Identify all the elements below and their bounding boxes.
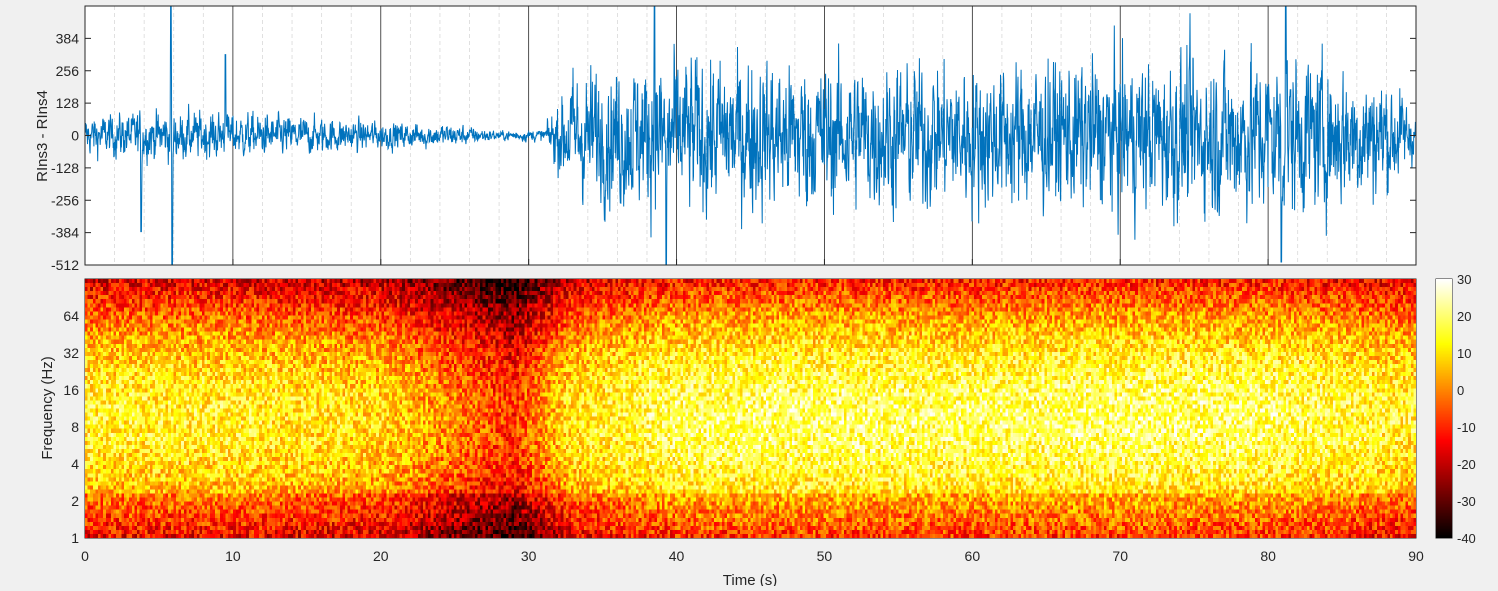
x-tick-label: 0 (81, 548, 89, 564)
y-tick-label: -128 (51, 160, 79, 176)
colorbar-tick-label: -30 (1457, 494, 1476, 509)
y-tick-label: -512 (51, 257, 79, 273)
x-tick-label: 30 (521, 548, 537, 564)
y-tick-label: 128 (56, 95, 80, 111)
x-tick-label: 40 (669, 548, 685, 564)
colorbar[interactable] (1436, 279, 1452, 538)
x-tick-label: 60 (965, 548, 981, 564)
x-tick-label: 90 (1408, 548, 1424, 564)
colorbar-tick-label: 30 (1457, 272, 1471, 287)
colorbar-tick-label: 10 (1457, 346, 1471, 361)
colorbar-tick-label: 0 (1457, 383, 1464, 398)
y-tick-label: 384 (56, 30, 80, 46)
colorbar-ticks: -40 -30 -20 -10 0 10 20 30 (1448, 272, 1476, 546)
spectrogram-heatmap[interactable] (85, 279, 1416, 538)
y-tick-label: 2 (71, 493, 79, 509)
x-tick-label: 50 (817, 548, 833, 564)
y-tick-label: 0 (71, 128, 79, 144)
y-tick-label: 64 (63, 308, 79, 324)
y-tick-label: -384 (51, 225, 79, 241)
y-tick-label: 8 (71, 419, 79, 435)
x-tick-label: 80 (1260, 548, 1276, 564)
y-tick-label: 4 (71, 456, 79, 472)
colorbar-tick-label: -20 (1457, 457, 1476, 472)
spectrogram-y-axis-label: Frequency (Hz) (39, 356, 56, 459)
x-tick-label: 70 (1112, 548, 1128, 564)
signal-y-ticks: -512 -384 -256 -128 0 128 256 384 (51, 30, 1416, 273)
y-tick-label: -256 (51, 192, 79, 208)
colorbar-tick-label: -40 (1457, 531, 1476, 546)
x-tick-label: 10 (225, 548, 241, 564)
signal-y-axis-label: RIns3 - RIns4 (34, 90, 51, 182)
signal-x-ticks (84, 259, 1417, 265)
y-tick-label: 256 (56, 63, 80, 79)
spectrogram-y-ticks: 1 2 4 8 16 32 64 (63, 308, 1416, 546)
y-tick-label: 32 (63, 345, 79, 361)
signal-trace (84, 5, 1417, 266)
colorbar-tick-label: 20 (1457, 309, 1471, 324)
y-tick-label: 1 (71, 530, 79, 546)
colorbar-tick-label: -10 (1457, 420, 1476, 435)
y-tick-label: 16 (63, 382, 79, 398)
x-tick-label: 20 (373, 548, 389, 564)
x-axis-label: Time (s) (723, 572, 777, 586)
